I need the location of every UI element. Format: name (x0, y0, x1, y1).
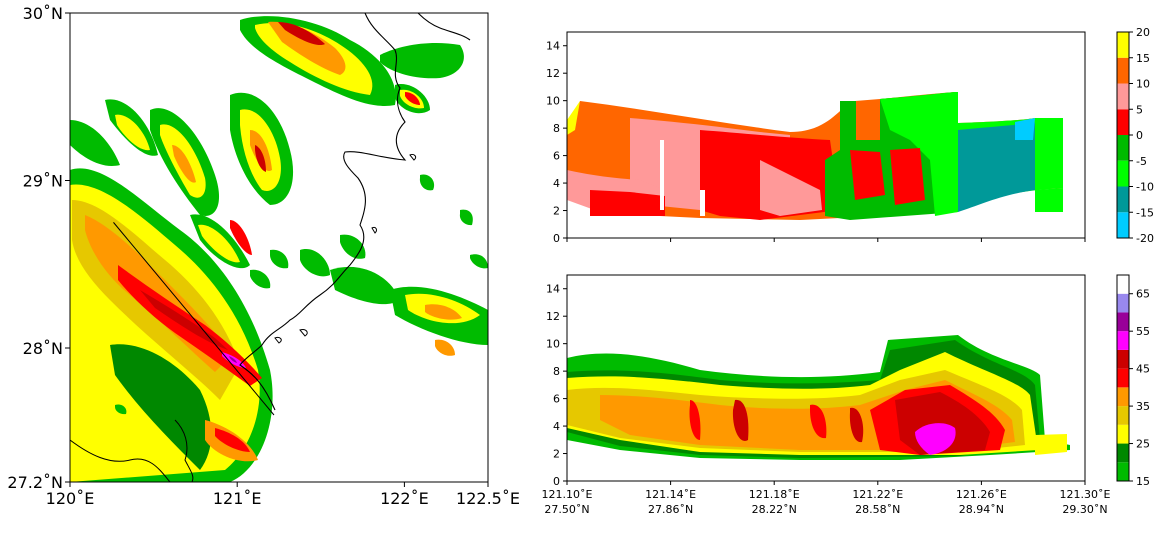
colorbar-bin (1117, 160, 1129, 187)
colorbar-tick-label: 45 (1136, 363, 1150, 376)
y-tick-label: 10 (546, 95, 560, 108)
x-tick-lon-label: 121.18˚E (749, 488, 800, 501)
colorbar-tick-label: 0 (1136, 129, 1143, 142)
reflectivity-y-ticks: 0 2 4 6 8 10 12 14 (546, 283, 567, 488)
y-tick-label: 0 (553, 475, 560, 488)
colorbar-bin (1117, 462, 1129, 481)
y-tick-label: 12 (546, 310, 560, 323)
velocity-x-ticks (566, 238, 1086, 242)
colorbar-frame (1116, 274, 1130, 482)
y-tick-label: 14 (546, 283, 560, 296)
reflectivity-x-ticks: 121.10˚E 27.50˚N 121.14˚E 27.86˚N 121.18˚E 28… (542, 481, 1111, 516)
colorbar-bin (1117, 331, 1129, 350)
map-y-ticks: 27.2˚N 28˚N 29˚N 30˚N (7, 4, 70, 492)
y-tick-label: 6 (553, 393, 560, 406)
velocity-panel-frame (566, 31, 1086, 239)
x-tick-lat-label: 28.94˚N (959, 503, 1004, 516)
y-tick-label: 4 (553, 420, 560, 433)
x-tick-lat-label: 28.58˚N (855, 503, 900, 516)
y-tick-label: 4 (553, 177, 560, 190)
colorbar-bin (1117, 186, 1129, 213)
velocity-cross-section-panel: 0 2 4 6 8 10 12 14 -20 -15 -10 -5 0 5 10 15 20 (546, 26, 1154, 245)
colorbar-tick-label: -20 (1136, 232, 1154, 245)
colorbar-bin (1117, 57, 1129, 84)
map-x-tick-label: 122˚E (380, 489, 429, 508)
colorbar-tick-label: -10 (1136, 181, 1154, 194)
colorbar-tick-label: 15 (1136, 475, 1150, 488)
velocity-field (567, 92, 1063, 220)
map-x-ticks: 120˚E 121˚E 122˚E 122.5˚E (46, 482, 520, 508)
velocity-y-ticks: 0 2 4 6 8 10 12 14 (546, 40, 567, 245)
colorbar-bin (1117, 293, 1129, 313)
colorbar-tick-label: -15 (1136, 206, 1154, 219)
x-tick-lat-label: 29.30˚N (1062, 503, 1107, 516)
colorbar-bin (1117, 349, 1129, 369)
colorbar-tick-label: 65 (1136, 288, 1150, 301)
y-tick-label: 2 (553, 205, 560, 218)
colorbar-tick-label: 55 (1136, 325, 1150, 338)
map-x-tick-label: 120˚E (46, 489, 95, 508)
velocity-colorbar: -20 -15 -10 -5 0 5 10 15 20 (1116, 26, 1154, 245)
cross-section-line (113, 222, 275, 416)
y-tick-label: 14 (546, 40, 560, 53)
x-tick-lat-label: 27.86˚N (648, 503, 693, 516)
colorbar-bin (1117, 275, 1129, 294)
y-tick-label: 12 (546, 67, 560, 80)
colorbar-tick-label: 5 (1136, 103, 1143, 116)
reflectivity-cross-section-panel: 0 2 4 6 8 10 12 14 121.10˚E 27.50˚N 121.14˚E 27.86… (542, 274, 1150, 516)
y-tick-label: 8 (553, 122, 560, 135)
map-y-tick-label: 28˚N (23, 339, 63, 358)
colorbar-tick-label: 10 (1136, 78, 1150, 91)
colorbar-tick-label: -5 (1136, 155, 1147, 168)
x-tick-lon-label: 121.26˚E (956, 488, 1007, 501)
colorbar-bin (1117, 443, 1129, 463)
map-y-tick-label: 30˚N (23, 4, 63, 23)
reflectivity-panel-frame (566, 274, 1086, 482)
colorbar-bin (1117, 406, 1129, 425)
x-tick-lon-label: 121.14˚E (645, 488, 696, 501)
colorbar-tick-label: 25 (1136, 438, 1150, 451)
x-tick-lon-label: 121.30˚E (1060, 488, 1111, 501)
x-tick-lat-label: 27.50˚N (544, 503, 589, 516)
map-y-tick-label: 29˚N (23, 172, 63, 191)
reflectivity-section-field (567, 335, 1070, 460)
colorbar-bin (1117, 312, 1129, 332)
x-tick-lat-label: 28.22˚N (752, 503, 797, 516)
colorbar-bin (1117, 83, 1129, 110)
colorbar-tick-label: 15 (1136, 52, 1150, 65)
colorbar-tick-label: 35 (1136, 400, 1150, 413)
y-tick-label: 0 (553, 232, 560, 245)
reflectivity-field (70, 13, 488, 482)
colorbar-bin (1117, 212, 1129, 238)
colorbar-bin (1117, 32, 1129, 58)
x-tick-lon-label: 121.10˚E (542, 488, 593, 501)
colorbar-bin (1117, 387, 1129, 407)
y-tick-label: 2 (553, 448, 560, 461)
y-tick-label: 6 (553, 150, 560, 163)
reflectivity-colorbar: 15 25 35 45 55 65 (1116, 274, 1150, 488)
colorbar-tick-label: 20 (1136, 26, 1150, 39)
colorbar-bin (1117, 135, 1129, 161)
colorbar-bin (1117, 109, 1129, 135)
map-panel: 120˚E 121˚E 122˚E 122.5˚E 27.2˚N 28˚N 29˚N 30˚… (7, 4, 520, 508)
map-y-tick-label: 27.2˚N (7, 473, 63, 492)
colorbar-bin (1117, 424, 1129, 444)
map-x-tick-label: 121˚E (213, 489, 262, 508)
y-tick-label: 10 (546, 338, 560, 351)
map-frame (69, 12, 489, 483)
x-tick-lon-label: 121.22˚E (852, 488, 903, 501)
y-tick-label: 8 (553, 365, 560, 378)
colorbar-bin (1117, 368, 1129, 388)
map-x-tick-label: 122.5˚E (456, 489, 520, 508)
